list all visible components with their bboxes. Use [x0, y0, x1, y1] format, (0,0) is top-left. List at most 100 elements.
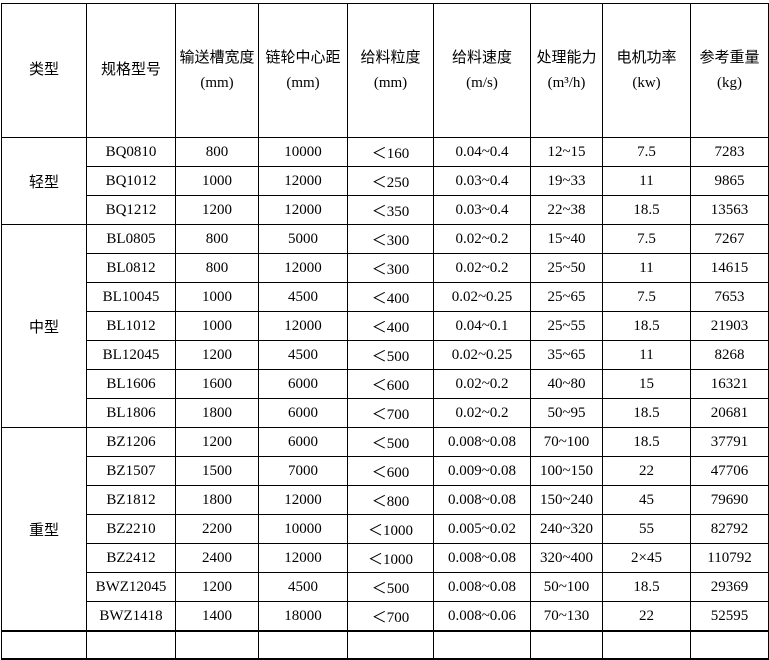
- table-row-BQ1212: BQ1212 1200 12000 ＜350 0.03~0.4 22~38 18.5 1356…: [2, 195, 769, 225]
- cell-feed-size: ＜300: [347, 253, 434, 283]
- cell-reference-weight: 14615: [690, 253, 769, 283]
- cell-capacity: 150~240: [530, 485, 603, 515]
- type-group-cell: 重型: [1, 427, 87, 632]
- cell-model: BL12045: [86, 340, 176, 370]
- table-row-BQ0810: 轻型 BQ0810 800 10000 ＜160 0.04~0.4 12~15 7.5 7283: [1, 137, 769, 225]
- cell-model: BZ1507: [86, 456, 176, 486]
- cell-reference-weight: 16321: [690, 369, 769, 399]
- cell-feed-size: ＜400: [347, 311, 434, 341]
- cell-feed-size: ＜700: [347, 398, 434, 428]
- cell-feed-size: ＜700: [347, 601, 434, 632]
- cell-reference-weight: 8268: [690, 340, 769, 370]
- type-group-cell: 轻型: [1, 137, 87, 225]
- table-row-BL0805: 中型 BL0805 800 5000 ＜300 0.02~0.2 15~40 7.5 7267: [1, 224, 769, 428]
- empty-row: [1, 630, 769, 660]
- empty-cell: [602, 630, 691, 660]
- cell-sprocket-center-distance: 12000: [258, 311, 348, 341]
- cell-motor-power: 7.5: [602, 282, 691, 312]
- table-row-BWZ1418: BWZ1418 1400 18000 ＜700 0.008~0.06 70~130 22 52…: [2, 601, 769, 632]
- cell-capacity: 22~38: [530, 195, 603, 225]
- cell-motor-power: 22: [602, 601, 691, 632]
- cell-reference-weight: 21903: [690, 311, 769, 341]
- type-group-cell: 中型: [1, 224, 87, 428]
- cell-feed-speed: 0.008~0.08: [433, 543, 531, 573]
- table-row-BZ2210: BZ2210 2200 10000 ＜1000 0.005~0.02 240~320 55 8…: [2, 514, 769, 544]
- column-header-unit: (kw): [632, 74, 661, 91]
- cell-feed-speed: 0.02~0.2: [433, 253, 531, 283]
- empty-cell: [433, 630, 531, 660]
- cell-trough-width: 1500: [175, 456, 259, 486]
- cell-model: BQ0810: [86, 137, 176, 167]
- cell-feed-size: ＜1000: [347, 514, 434, 544]
- cell-feed-speed: 0.02~0.2: [433, 398, 531, 428]
- cell-trough-width: 1000: [175, 282, 259, 312]
- cell-feed-size: ＜500: [347, 427, 434, 457]
- cell-motor-power: 22: [602, 456, 691, 486]
- cell-sprocket-center-distance: 5000: [258, 224, 348, 254]
- column-header-motor-power: 电机功率 (kw): [602, 3, 691, 138]
- table-row-BL1806: BL1806 1800 6000 ＜700 0.02~0.2 50~95 18.5 20681: [2, 398, 769, 428]
- cell-feed-size: ＜1000: [347, 543, 434, 573]
- cell-sprocket-center-distance: 12000: [258, 485, 348, 515]
- cell-trough-width: 1000: [175, 311, 259, 341]
- cell-trough-width: 800: [175, 137, 259, 167]
- cell-model: BZ1206: [86, 427, 176, 457]
- table-row-BWZ12045: BWZ12045 1200 4500 ＜500 0.008~0.08 50~100 18.5…: [2, 572, 769, 602]
- cell-model: BL1806: [86, 398, 176, 428]
- column-header-unit: (mm): [373, 74, 408, 91]
- cell-model: BZ2412: [86, 543, 176, 573]
- cell-sprocket-center-distance: 4500: [258, 282, 348, 312]
- cell-motor-power: 18.5: [602, 398, 691, 428]
- cell-capacity: 50~95: [530, 398, 603, 428]
- cell-model: BZ2210: [86, 514, 176, 544]
- cell-model: BL1012: [86, 311, 176, 341]
- column-header-unit: (mm): [286, 74, 320, 91]
- cell-model: BL10045: [86, 282, 176, 312]
- table-row-BZ2412: BZ2412 2400 12000 ＜1000 0.008~0.08 320~400 2×4…: [2, 543, 769, 573]
- cell-model: BWZ12045: [86, 572, 176, 602]
- cell-feed-speed: 0.02~0.25: [433, 340, 531, 370]
- cell-sprocket-center-distance: 4500: [258, 340, 348, 370]
- cell-feed-speed: 0.03~0.4: [433, 166, 531, 196]
- cell-feed-speed: 0.02~0.25: [433, 282, 531, 312]
- cell-capacity: 70~130: [530, 601, 603, 632]
- cell-feed-size: ＜800: [347, 485, 434, 515]
- cell-feed-speed: 0.008~0.08: [433, 572, 531, 602]
- cell-reference-weight: 79690: [690, 485, 769, 515]
- column-header-unit: (kg): [717, 74, 742, 91]
- cell-trough-width: 2200: [175, 514, 259, 544]
- cell-motor-power: 11: [602, 166, 691, 196]
- cell-model: BL0812: [86, 253, 176, 283]
- column-header-capacity: 处理能力 (m³/h): [530, 3, 603, 138]
- cell-sprocket-center-distance: 12000: [258, 166, 348, 196]
- cell-trough-width: 1000: [175, 166, 259, 196]
- table-row-BZ1812: BZ1812 1800 12000 ＜800 0.008~0.08 150~240 45 79…: [2, 485, 769, 515]
- cell-sprocket-center-distance: 4500: [258, 572, 348, 602]
- cell-feed-speed: 0.009~0.08: [433, 456, 531, 486]
- empty-cell: [690, 630, 769, 660]
- cell-capacity: 25~65: [530, 282, 603, 312]
- cell-feed-size: ＜400: [347, 282, 434, 312]
- cell-reference-weight: 37791: [690, 427, 769, 457]
- column-header-unit: (m/s): [466, 74, 498, 91]
- cell-feed-speed: 0.008~0.06: [433, 601, 531, 632]
- cell-feed-size: ＜350: [347, 195, 434, 225]
- empty-cell: [530, 630, 603, 660]
- cell-reference-weight: 9865: [690, 166, 769, 196]
- conveyor-spec-table: 类型 规格型号 输送槽宽度 (mm) 链轮中心距 (mm) 给料粒度 (mm) 给料速度 (m/s…: [1, 3, 769, 660]
- cell-reference-weight: 47706: [690, 456, 769, 486]
- cell-reference-weight: 82792: [690, 514, 769, 544]
- cell-trough-width: 1200: [175, 427, 259, 457]
- cell-capacity: 70~100: [530, 427, 603, 457]
- column-header-trough-width: 输送槽宽度 (mm): [175, 3, 259, 138]
- table-row-BZ1206: 重型 BZ1206 1200 6000 ＜500 0.008~0.08 70~100 18.5…: [1, 427, 769, 632]
- cell-motor-power: 55: [602, 514, 691, 544]
- cell-trough-width: 1200: [175, 195, 259, 225]
- cell-capacity: 100~150: [530, 456, 603, 486]
- cell-capacity: 35~65: [530, 340, 603, 370]
- cell-model: BZ1812: [86, 485, 176, 515]
- cell-motor-power: 2×45: [602, 543, 691, 573]
- cell-sprocket-center-distance: 10000: [258, 514, 348, 544]
- cell-capacity: 12~15: [530, 137, 603, 167]
- cell-feed-size: ＜600: [347, 369, 434, 399]
